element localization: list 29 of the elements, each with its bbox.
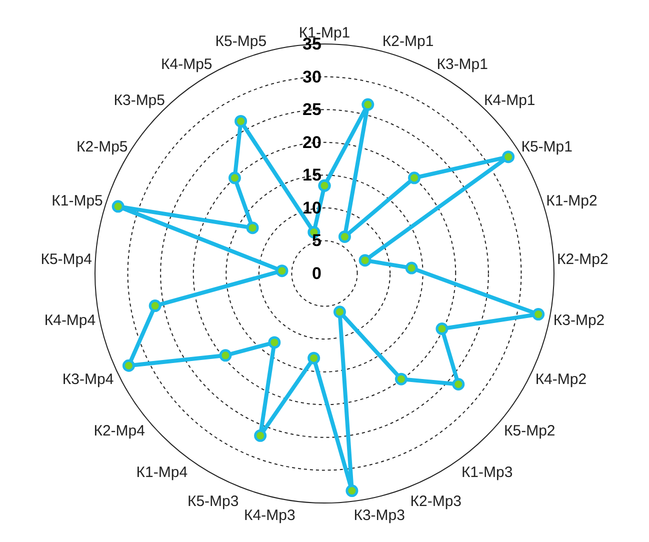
spoke-label: К2-Мр5 — [76, 138, 128, 156]
spoke-label: К1-Мр4 — [136, 464, 188, 482]
spoke-label: К3-Мр1 — [436, 56, 488, 74]
spoke-label: К3-Мр2 — [553, 312, 605, 330]
spoke-label: К4-Мр3 — [244, 507, 296, 524]
y-tick-label: 20 — [302, 132, 322, 152]
spoke-label: К3-Мр3 — [354, 507, 405, 524]
spoke-label: К2-Мр3 — [410, 493, 462, 510]
spoke-label: К4-Мр1 — [484, 92, 536, 110]
spoke-label: К4-Мр4 — [44, 312, 96, 330]
spoke-label: К2-Мр4 — [94, 422, 145, 440]
spoke-label: К1-Мр5 — [52, 192, 103, 210]
spoke-label: К5-Мр2 — [504, 422, 556, 440]
y-tick-label: 30 — [302, 67, 322, 86]
spoke-label: К5-Мр5 — [215, 33, 267, 50]
spoke-label: К2-Мр1 — [382, 33, 434, 50]
y-tick-label: 0 — [312, 264, 322, 284]
y-tick-label: 25 — [302, 100, 322, 120]
spoke-label: К2-Мр2 — [557, 250, 608, 268]
spoke-label: К3-Мр5 — [114, 92, 165, 110]
spoke-label: К1-Мр3 — [461, 464, 513, 482]
spoke-label: К3-Мр4 — [62, 370, 114, 388]
spoke-label: К4-Мр2 — [535, 370, 587, 388]
spoke-label: К5-Мр4 — [40, 250, 92, 268]
spoke-label: К4-Мр5 — [160, 56, 212, 74]
spoke-label: К5-Мр3 — [187, 493, 239, 510]
y-tick-label: 15 — [302, 166, 322, 185]
spoke-label: К5-Мр1 — [521, 138, 572, 156]
spoke-label: К1-Мр2 — [546, 192, 598, 210]
